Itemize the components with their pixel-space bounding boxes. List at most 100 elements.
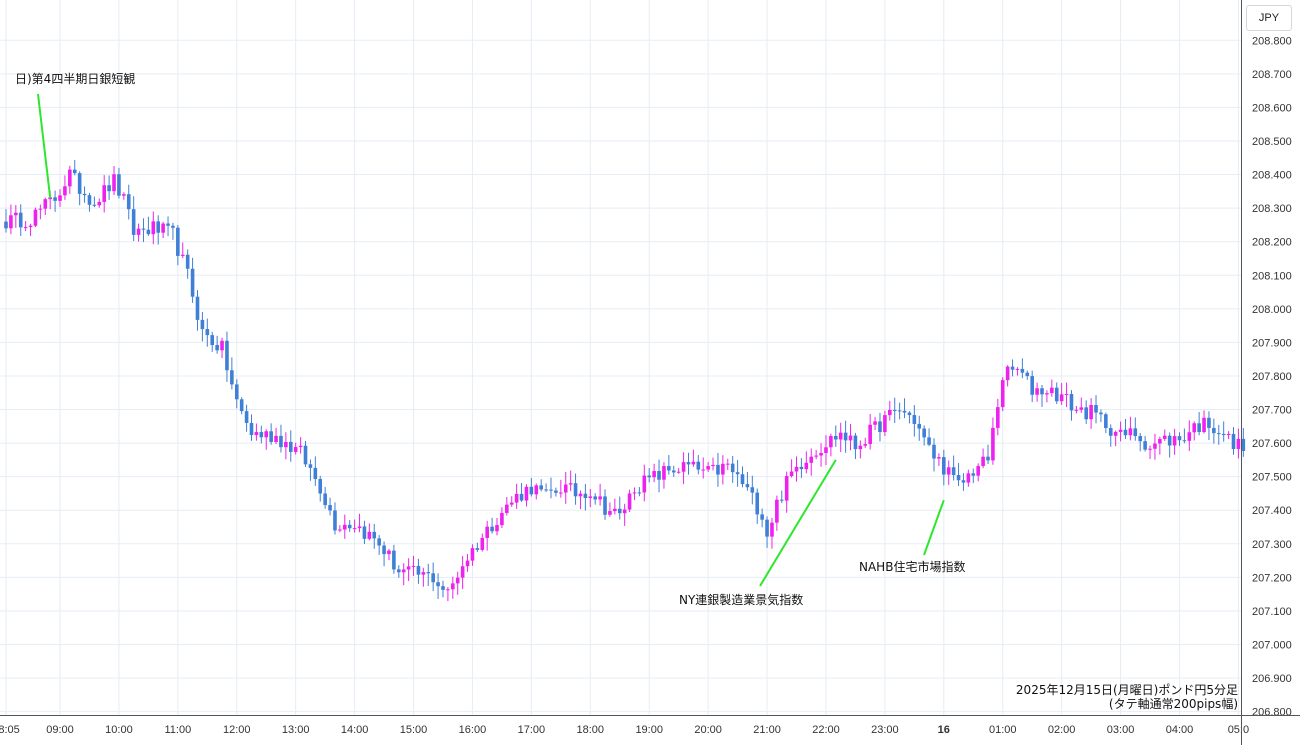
x-tick-label: 01:00: [989, 724, 1017, 736]
candle: [637, 487, 642, 497]
y-tick-label: 207.300: [1252, 539, 1292, 551]
candle: [740, 466, 745, 488]
candle: [352, 519, 357, 533]
candle: [593, 493, 597, 505]
candle: [583, 483, 588, 511]
candle: [681, 452, 686, 485]
candle: [824, 435, 828, 466]
x-tick-label: 23:00: [871, 724, 899, 736]
candle: [63, 175, 67, 200]
candle: [77, 171, 82, 206]
candle: [671, 465, 676, 477]
candle: [721, 455, 725, 485]
candle: [1138, 432, 1143, 452]
candle: [730, 455, 735, 483]
candle: [509, 496, 514, 507]
candle: [136, 223, 141, 242]
candle: [897, 402, 902, 420]
candle: [647, 468, 652, 483]
candle: [725, 458, 730, 470]
candle: [966, 469, 971, 487]
candle: [367, 523, 372, 541]
candle: [652, 463, 656, 483]
candle: [176, 225, 180, 266]
candle: [568, 470, 573, 492]
candle: [1123, 418, 1128, 439]
candle: [298, 437, 303, 454]
candle: [490, 517, 494, 534]
candle: [1192, 421, 1197, 441]
candle: [711, 457, 715, 471]
y-tick-label: 208.300: [1252, 203, 1292, 215]
candle: [333, 502, 337, 535]
candle: [534, 483, 539, 500]
candle: [1059, 382, 1064, 405]
candle: [1040, 385, 1044, 407]
candle: [971, 468, 976, 484]
candle: [608, 502, 612, 517]
candle: [632, 487, 637, 501]
candle: [1177, 432, 1182, 446]
candle: [200, 311, 205, 342]
candle: [455, 571, 460, 595]
y-tick-label: 208.400: [1252, 170, 1292, 182]
candle: [873, 416, 877, 430]
candle: [43, 197, 48, 215]
candle: [1231, 427, 1236, 455]
x-tick-label: 11:00: [164, 724, 191, 736]
candle: [1035, 382, 1039, 402]
x-tick-label: 21:00: [753, 724, 781, 736]
candle: [819, 443, 823, 467]
candle: [1084, 400, 1088, 424]
candle: [848, 424, 853, 451]
candle: [956, 462, 961, 487]
candle: [205, 318, 210, 347]
candle: [117, 167, 121, 199]
candle: [112, 166, 116, 195]
candle: [932, 438, 936, 472]
candle: [627, 489, 632, 513]
x-tick-label: 14:00: [341, 724, 369, 736]
event-leader-line: [759, 459, 837, 587]
y-tick-label: 207.100: [1252, 606, 1292, 618]
candle: [1202, 410, 1206, 434]
x-tick-label: 13:00: [282, 724, 310, 736]
candle: [500, 507, 504, 529]
candle: [706, 462, 710, 473]
candle: [951, 455, 956, 481]
candle: [82, 186, 87, 203]
candle: [264, 429, 269, 450]
candle: [1050, 379, 1054, 397]
candle: [1172, 428, 1177, 455]
candle: [961, 473, 966, 491]
candle: [1010, 359, 1015, 377]
candle: [392, 544, 396, 574]
candle: [97, 198, 102, 208]
candle: [72, 160, 77, 176]
candle: [38, 204, 43, 220]
candle: [328, 497, 332, 516]
candle: [529, 477, 534, 497]
candle: [888, 400, 892, 421]
candle: [1167, 432, 1172, 458]
y-tick-label: 207.800: [1252, 371, 1292, 383]
currency-label[interactable]: JPY: [1246, 5, 1292, 31]
candle: [161, 221, 165, 239]
candle: [426, 563, 431, 586]
y-tick-label: 208.000: [1252, 304, 1292, 316]
candle: [485, 520, 489, 551]
candle: [87, 192, 92, 212]
candle: [843, 420, 848, 453]
candle: [603, 489, 607, 520]
candle: [269, 423, 273, 445]
candle: [755, 488, 760, 524]
candle: [902, 398, 907, 419]
candle: [1089, 398, 1093, 429]
candle: [131, 196, 136, 242]
candle: [58, 189, 62, 207]
candle: [667, 455, 671, 475]
candle: [470, 544, 475, 566]
candle: [750, 475, 755, 505]
x-tick-label: 16: [938, 724, 950, 736]
candle: [411, 555, 416, 576]
